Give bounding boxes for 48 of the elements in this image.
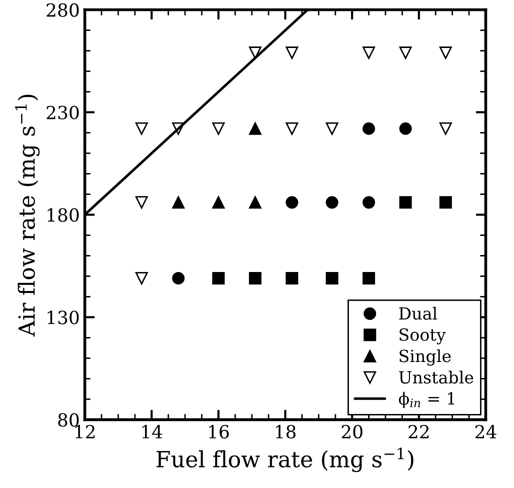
legend-label: ϕ$_{in}$ = 1 <box>398 392 454 408</box>
point <box>212 196 225 209</box>
point <box>286 196 298 209</box>
point <box>439 122 452 135</box>
x-tick-label: 16 <box>209 424 229 439</box>
point <box>399 46 412 60</box>
point <box>286 46 298 60</box>
point <box>172 196 185 209</box>
y-tick-label: 80 <box>58 413 79 427</box>
x-axis-title: Fuel flow rate (mg s$^{−1}$) <box>156 448 414 472</box>
point <box>399 122 412 135</box>
point <box>326 122 338 135</box>
point <box>248 272 262 285</box>
y-tick-label: 230 <box>46 106 79 120</box>
point <box>399 196 412 209</box>
y-tick-label: 130 <box>48 310 79 324</box>
legend-label: Single <box>400 349 451 366</box>
point <box>439 196 452 209</box>
point <box>172 272 185 285</box>
point <box>439 46 452 60</box>
point <box>248 196 262 209</box>
point <box>286 122 298 135</box>
x-tick-label: 18 <box>276 424 296 439</box>
point <box>135 272 148 285</box>
legend-label: Unstable <box>399 370 474 384</box>
point <box>362 46 376 60</box>
point <box>362 196 376 209</box>
x-tick-label: 12 <box>76 424 95 438</box>
point <box>286 272 298 285</box>
point <box>326 272 338 285</box>
point <box>212 272 225 285</box>
x-tick-label: 14 <box>142 424 162 438</box>
point <box>362 272 376 285</box>
x-tick-label: 24 <box>475 424 496 438</box>
x-tick-label: 20 <box>342 424 362 439</box>
legend-label: Sooty <box>400 328 446 344</box>
point <box>248 122 262 135</box>
y-tick-label: 180 <box>48 208 79 222</box>
y-axis-title: Air flow rate (mg s$^{−1}$) <box>15 94 40 337</box>
legend-label: Dual <box>399 306 438 320</box>
x-tick-label: 22 <box>408 424 429 438</box>
point <box>135 196 148 209</box>
point <box>248 46 262 60</box>
point <box>362 122 376 135</box>
point <box>326 196 338 209</box>
y-tick-label: 280 <box>46 3 79 17</box>
point <box>212 122 225 135</box>
point <box>135 122 148 135</box>
